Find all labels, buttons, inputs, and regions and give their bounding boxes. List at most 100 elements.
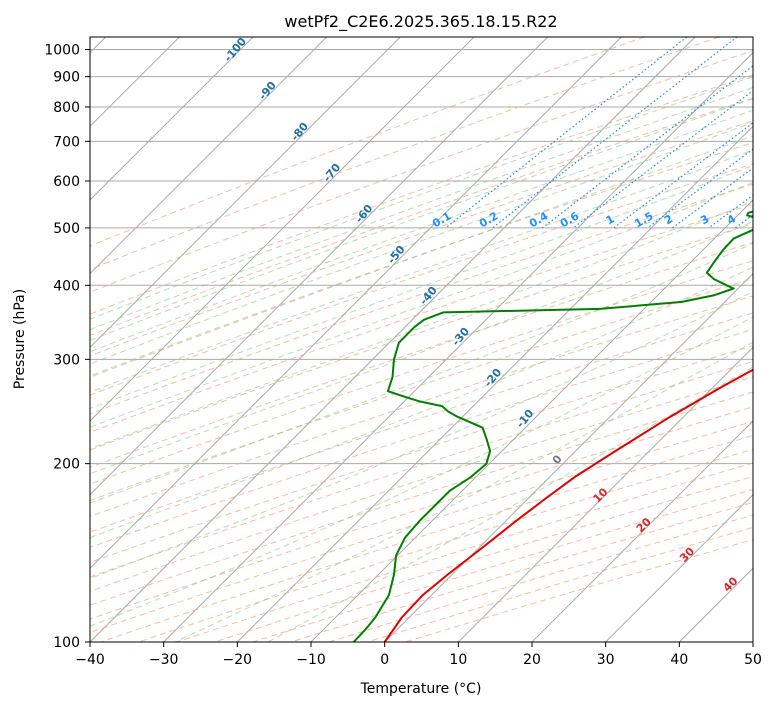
profile-lines [352, 210, 753, 642]
dry-adiabat [90, 277, 753, 502]
dry-adiabat [100, 434, 753, 642]
y-tick-label: 400 [53, 278, 80, 294]
moist-adiabat [267, 366, 753, 642]
x-tick-label: 10 [449, 652, 467, 668]
x-tick-label: 50 [744, 652, 762, 668]
y-tick-label: 100 [53, 635, 80, 651]
mixing-ratio-label: 6 [764, 212, 775, 227]
mixing-ratio-label: 2 [662, 212, 675, 227]
y-tick-label: 200 [53, 457, 80, 473]
mixing-ratio-line [492, 37, 738, 229]
isotherm-line [90, 37, 696, 642]
isotherm-line [384, 272, 753, 642]
mixing-ratio-label: 0.4 [527, 209, 551, 230]
x-tick-label: 20 [523, 652, 541, 668]
isotherm-line [310, 199, 753, 642]
dry-adiabat [90, 37, 645, 247]
x-tick-label: −20 [223, 652, 253, 668]
isotherm-line [752, 641, 753, 642]
dry-adiabat [90, 163, 753, 396]
moist-adiabats [90, 76, 753, 642]
isotherm-line [605, 493, 753, 642]
dry-adiabat-label: -50 [385, 243, 408, 267]
dry-adiabat [90, 37, 720, 271]
dry-adiabat [90, 223, 753, 451]
dry-adiabat [90, 260, 753, 485]
dry-adiabat [90, 120, 753, 357]
dry-adiabat [90, 360, 753, 578]
x-axis-title: Temperature (°C) [360, 681, 482, 697]
chart-title: wetPf2_C2E6.2025.365.18.15.R22 [284, 12, 557, 32]
x-tick-label: −10 [296, 652, 326, 668]
isotherm-line [90, 37, 475, 422]
mixing-ratio-line [445, 37, 688, 229]
temperature-line [383, 368, 753, 642]
dry-adiabat-label: -90 [256, 79, 279, 103]
dry-adiabat [90, 391, 753, 606]
mixing-ratio-line [613, 122, 753, 229]
dry-adiabat [328, 514, 753, 642]
isotherm-line [531, 420, 753, 642]
x-tick-label: 0 [380, 652, 389, 668]
mixing-ratio-label: 1 [604, 212, 617, 227]
isotherm-line [90, 37, 328, 275]
y-tick-label: 300 [53, 352, 80, 368]
dry-adiabat [90, 97, 753, 336]
isotherm-line [90, 37, 622, 570]
dry-adiabat [90, 74, 753, 315]
mixing-ratio-line [542, 65, 753, 229]
mixing-ratio-line [672, 167, 753, 229]
mixing-ratio-line [572, 89, 753, 229]
moist-adiabat [90, 109, 753, 353]
mixing-ratio-lines [445, 37, 753, 229]
dry-adiabat [90, 312, 753, 533]
y-tick-label: 700 [53, 134, 80, 150]
moist-adiabat [90, 76, 753, 320]
y-tick-label: 800 [53, 100, 80, 116]
moist-adiabat [90, 291, 753, 579]
plot-frame [89, 36, 754, 643]
moist-adiabat [90, 266, 753, 539]
x-tick-label: 30 [597, 652, 615, 668]
moist-adiabat [90, 181, 753, 428]
isotherm-line [90, 37, 549, 496]
y-tick-label: 1000 [44, 43, 80, 59]
mixing-ratio-label: 3 [698, 212, 711, 227]
y-tick-label: 600 [53, 174, 80, 190]
dry-adiabat-label: -60 [353, 202, 376, 226]
dry-adiabat [90, 50, 753, 293]
isotherm-line [236, 125, 753, 642]
moist-adiabat [90, 98, 753, 341]
dry-adiabat-label: -10 [514, 407, 537, 431]
moist-adiabat-label: 40 [721, 574, 741, 594]
moist-adiabat-label: 30 [677, 545, 697, 565]
dry-adiabat [90, 141, 753, 377]
x-axis: −40 −30 −20 −10 0 10 20 30 40 50 [75, 642, 762, 668]
y-tick-label: 500 [53, 221, 80, 237]
dry-adiabat [90, 406, 753, 620]
y-axis: 100 200 300 400 500 600 700 800 900 1000 [44, 43, 90, 651]
moist-adiabat-label: 10 [591, 485, 611, 505]
moist-adiabat [90, 242, 753, 504]
isotherm-line [457, 346, 753, 642]
x-tick-label: −30 [149, 652, 179, 668]
mixing-ratio-label: 0.1 [430, 209, 453, 230]
x-tick-label: −40 [75, 652, 105, 668]
moist-adiabat [90, 316, 753, 627]
mixing-ratio-line [734, 214, 753, 229]
y-axis-title: Pressure (hPa) [12, 289, 28, 389]
dry-adiabat-label: -80 [288, 120, 311, 144]
moist-adiabat [90, 164, 753, 410]
plot-area: 0.10.20.40.611.52346810131620253036-100-… [90, 37, 775, 642]
x-tick-label: 40 [670, 652, 688, 668]
y-tick-label: 900 [53, 70, 80, 86]
moist-adiabat [90, 86, 753, 331]
isotherm-line [90, 37, 254, 201]
dewpoint-line [352, 210, 753, 642]
grid-lines [90, 37, 753, 642]
mixing-ratio-label: 4 [725, 212, 738, 227]
dry-adiabat-label: -30 [449, 325, 472, 349]
isotherm-line [90, 37, 401, 349]
dry-adiabat [90, 420, 753, 634]
